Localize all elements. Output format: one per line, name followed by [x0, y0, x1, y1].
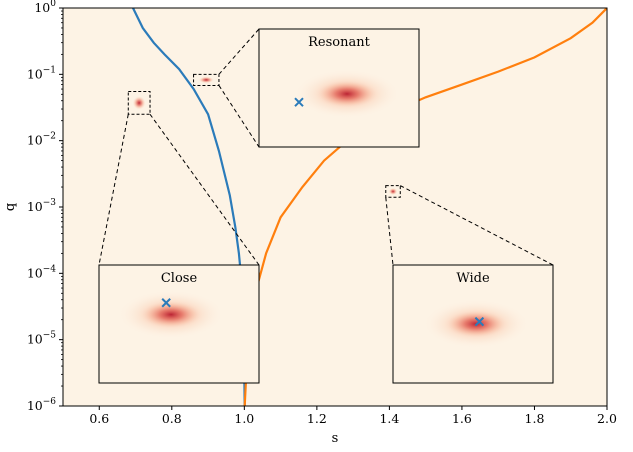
x-tick-label: 1.8 [525, 411, 545, 426]
y-tick-label: 10−4 [27, 264, 56, 280]
x-tick-label: 0.8 [162, 411, 182, 426]
x-axis: 0.6 0.8 1.0 1.2 1.4 1.6 1.8 2.0 [89, 406, 617, 426]
inset-connector-resonant-1 [218, 28, 260, 75]
y-tick-label: 10−6 [27, 397, 56, 413]
inset-connector-close-1 [98, 114, 129, 266]
inset-layer: Close Resonant Wide [98, 28, 554, 384]
inset-source-box-wide [385, 185, 401, 198]
inset-cloud-core-resonant [315, 79, 379, 109]
inset-title-close: Close [161, 271, 198, 286]
inset-connector-wide-1 [385, 197, 394, 266]
x-tick-label: 0.6 [89, 411, 109, 426]
inset-connector-close-2 [149, 113, 260, 266]
x-axis-label: s [332, 431, 339, 446]
x-tick-label: 1.0 [234, 411, 254, 426]
inset-marker-resonant [294, 97, 304, 107]
inset-source-blob-close [132, 96, 146, 110]
inset-connector-wide-2 [400, 185, 554, 266]
y-axis-label: q [3, 203, 18, 211]
inset-wide: Wide [385, 185, 554, 384]
inset-close: Close [98, 91, 260, 384]
x-tick-label: 1.6 [452, 411, 472, 426]
y-axis: 10−6 10−5 10−4 10−3 10−2 10−1 100 [27, 0, 63, 413]
inset-cloud-core-close [139, 300, 203, 329]
inset-source-box-close [127, 91, 151, 115]
inset-title-wide: Wide [456, 271, 490, 286]
y-tick-label: 100 [34, 0, 56, 15]
x-tick-label: 1.4 [379, 411, 399, 426]
inset-title-resonant: Resonant [308, 35, 370, 50]
inset-source-blob-wide [388, 187, 398, 195]
y-tick-label: 10−1 [27, 65, 56, 81]
x-tick-label: 1.2 [307, 411, 327, 426]
inset-source-box-resonant [193, 73, 220, 86]
y-tick-label: 10−5 [27, 331, 56, 347]
x-tick-label: 2.0 [597, 411, 617, 426]
y-tick-label: 10−3 [27, 198, 56, 214]
inset-resonant: Resonant [193, 28, 420, 148]
y-tick-label: 10−2 [27, 132, 56, 148]
inset-source-blob-resonant [198, 76, 214, 84]
inset-marker-wide [474, 316, 485, 327]
inset-connector-resonant-2 [218, 85, 260, 148]
inset-marker-close [161, 298, 171, 308]
